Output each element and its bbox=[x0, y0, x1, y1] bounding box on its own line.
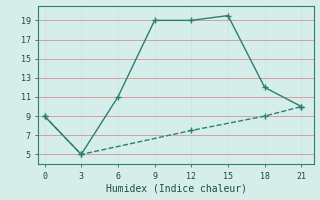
X-axis label: Humidex (Indice chaleur): Humidex (Indice chaleur) bbox=[106, 183, 246, 193]
